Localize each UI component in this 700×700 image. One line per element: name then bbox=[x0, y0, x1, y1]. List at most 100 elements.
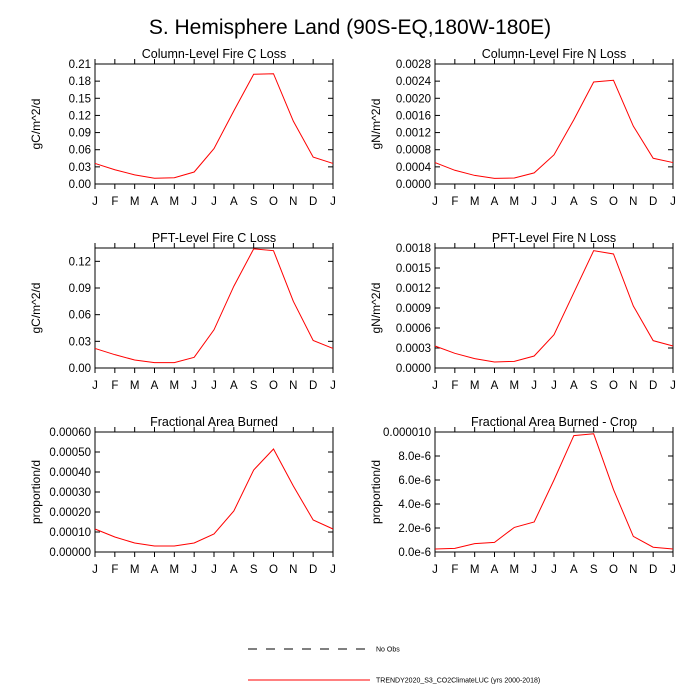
y-tick-label: 0.0003 bbox=[396, 343, 431, 355]
x-tick-label: F bbox=[111, 380, 118, 392]
y-tick-label: 0.21 bbox=[69, 59, 91, 71]
y-tick-label: 6.0e-6 bbox=[398, 475, 431, 487]
x-tick-label: A bbox=[151, 564, 159, 576]
y-tick-label: 8.0e-6 bbox=[398, 451, 431, 463]
x-tick-label: A bbox=[230, 564, 238, 576]
x-tick-label: J bbox=[432, 564, 438, 576]
x-tick-label: N bbox=[629, 196, 637, 208]
x-tick-label: F bbox=[451, 196, 458, 208]
series-line bbox=[434, 79, 674, 179]
x-tick-label: O bbox=[269, 380, 278, 392]
chart-panel: Column-Level Fire C Loss gC/m^2/d 0.00 0.03… bbox=[29, 47, 336, 208]
plot-frame bbox=[434, 247, 674, 369]
y-tick-label: 0.0024 bbox=[396, 76, 432, 88]
x-tick-label: O bbox=[269, 564, 278, 576]
legend-label: No Obs bbox=[376, 647, 400, 654]
x-tick-label: N bbox=[629, 380, 637, 392]
x-tick-label: N bbox=[289, 196, 297, 208]
x-tick-label: D bbox=[309, 380, 317, 392]
y-tick-label: 0.00020 bbox=[49, 507, 91, 519]
y-tick-label: 0.00050 bbox=[49, 447, 91, 459]
x-tick-label: S bbox=[590, 196, 598, 208]
series-line bbox=[94, 448, 334, 547]
y-tick-label: 0.0006 bbox=[396, 323, 431, 335]
x-tick-label: J bbox=[670, 196, 676, 208]
series-line bbox=[94, 73, 334, 179]
x-tick-label: J bbox=[211, 564, 217, 576]
x-tick-label: M bbox=[130, 380, 140, 392]
x-tick-label: J bbox=[551, 564, 557, 576]
x-tick-label: A bbox=[151, 380, 159, 392]
y-tick-label: 0.0020 bbox=[396, 93, 431, 105]
x-tick-label: M bbox=[170, 380, 180, 392]
x-tick-label: O bbox=[609, 564, 618, 576]
x-tick-label: M bbox=[130, 196, 140, 208]
plot-frame bbox=[94, 247, 334, 369]
series-line bbox=[434, 433, 674, 550]
x-tick-label: J bbox=[92, 564, 98, 576]
y-tick-label: 0.12 bbox=[69, 256, 91, 268]
y-tick-label: 0.00 bbox=[69, 179, 91, 191]
x-tick-label: S bbox=[250, 380, 258, 392]
y-tick-label: 0.09 bbox=[69, 128, 91, 140]
x-tick-label: J bbox=[330, 380, 336, 392]
y-tick-label: 0.03 bbox=[69, 336, 91, 348]
y-tick-label: 0.0018 bbox=[396, 243, 431, 255]
y-tick-label: 0.00000 bbox=[49, 547, 91, 559]
chart-panel: Fractional Area Burned - Crop proportion/… bbox=[369, 415, 676, 576]
panel-title: Column-Level Fire N Loss bbox=[482, 47, 627, 61]
y-tick-label: 4.0e-6 bbox=[398, 499, 431, 511]
x-tick-label: N bbox=[289, 380, 297, 392]
panel-title: Column-Level Fire C Loss bbox=[142, 47, 287, 61]
y-tick-label: 0.00040 bbox=[49, 467, 91, 479]
x-tick-label: M bbox=[130, 564, 140, 576]
x-tick-label: F bbox=[451, 564, 458, 576]
y-tick-label: 0.00 bbox=[69, 363, 91, 375]
x-tick-label: O bbox=[269, 196, 278, 208]
series-line bbox=[434, 250, 674, 363]
x-tick-label: F bbox=[111, 196, 118, 208]
y-tick-label: 0.00010 bbox=[49, 527, 91, 539]
plot-frame bbox=[434, 63, 674, 185]
x-tick-label: J bbox=[92, 196, 98, 208]
x-tick-label: D bbox=[649, 564, 657, 576]
y-tick-label: 0.09 bbox=[69, 283, 91, 295]
x-tick-label: D bbox=[649, 196, 657, 208]
x-tick-label: J bbox=[92, 380, 98, 392]
x-tick-label: A bbox=[570, 564, 578, 576]
x-tick-label: M bbox=[170, 196, 180, 208]
y-tick-label: 0.06 bbox=[69, 145, 91, 157]
series-line bbox=[94, 248, 334, 364]
y-axis-label: gN/m^2/d bbox=[369, 99, 383, 150]
y-tick-label: 0.0012 bbox=[396, 128, 431, 140]
x-tick-label: S bbox=[590, 564, 598, 576]
x-tick-label: S bbox=[250, 564, 258, 576]
y-axis-label: gC/m^2/d bbox=[29, 283, 43, 334]
y-tick-label: 0.0000 bbox=[396, 363, 431, 375]
x-tick-label: M bbox=[470, 380, 480, 392]
legend-label: TRENDY2020_S3_CO2ClimateLUC (yrs 2000-20… bbox=[376, 678, 540, 685]
chart-panel: Column-Level Fire N Loss gN/m^2/d 0.0000 0.… bbox=[369, 47, 676, 208]
y-tick-label: 2.0e-6 bbox=[398, 523, 431, 535]
y-tick-label: 0.0012 bbox=[396, 283, 431, 295]
y-tick-label: 0.0000 bbox=[396, 179, 431, 191]
x-tick-label: M bbox=[170, 564, 180, 576]
main-title: S. Hemisphere Land (90S-EQ,180W-180E) bbox=[149, 16, 551, 39]
x-tick-label: A bbox=[151, 196, 159, 208]
y-axis-label: proportion/d bbox=[369, 460, 383, 524]
y-tick-label: 0.0004 bbox=[396, 162, 432, 174]
x-tick-label: A bbox=[570, 196, 578, 208]
x-tick-label: J bbox=[432, 196, 438, 208]
y-tick-label: 0.0015 bbox=[396, 263, 431, 275]
x-tick-label: O bbox=[609, 196, 618, 208]
x-tick-label: D bbox=[309, 196, 317, 208]
y-tick-label: 0.00030 bbox=[49, 487, 91, 499]
x-tick-label: J bbox=[432, 380, 438, 392]
x-tick-label: O bbox=[609, 380, 618, 392]
x-tick-label: M bbox=[470, 564, 480, 576]
x-tick-label: A bbox=[570, 380, 578, 392]
panel-title: PFT-Level Fire N Loss bbox=[492, 231, 616, 245]
x-tick-label: J bbox=[670, 564, 676, 576]
panels: Column-Level Fire C Loss gC/m^2/d 0.00 0.03… bbox=[29, 47, 676, 576]
